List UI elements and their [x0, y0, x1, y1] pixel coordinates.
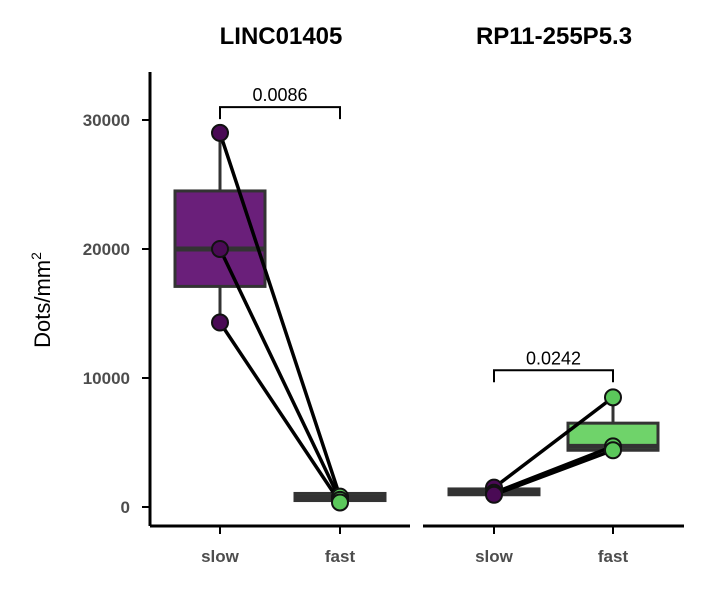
pair-line: [492, 395, 615, 490]
y-axis: 0 10000 20000 30000: [83, 72, 152, 526]
point-fast: [604, 388, 622, 407]
point-slow: [211, 313, 229, 332]
panels: LINC01405 slow fast 0.0086 RP11-255P5.3 slow f…: [150, 23, 684, 566]
pair-line: [218, 132, 342, 498]
pair-line: [218, 321, 342, 504]
pair-line: [218, 248, 342, 501]
box-body: [173, 189, 267, 288]
x-tick-label: slow: [475, 547, 514, 566]
x-tick-label: fast: [325, 547, 356, 566]
y-axis-title: Dots/mm2: [28, 252, 55, 348]
panel-2: RP11-255P5.3 slow fast 0.0242: [423, 23, 684, 566]
pair-line: [493, 444, 614, 495]
x-tick-label: slow: [201, 547, 240, 566]
y-tick-label: 30000: [83, 111, 130, 130]
point-fast: [604, 441, 622, 460]
box-slow: [173, 132, 267, 323]
y-axis-title-superscript: 2: [28, 252, 44, 260]
y-tick-label: 0: [121, 498, 130, 517]
point-slow: [211, 240, 229, 258]
p-value-label: 0.0242: [526, 348, 581, 368]
significance-bracket: [219, 106, 341, 120]
y-axis-title-text: Dots/mm: [30, 260, 55, 348]
panel-title: LINC01405: [220, 23, 343, 50]
y-tick-label: 10000: [83, 369, 130, 388]
significance-bracket: [493, 369, 614, 383]
point-slow: [485, 485, 503, 504]
pair-line: [493, 448, 614, 497]
y-tick-label: 20000: [83, 240, 130, 259]
point-fast: [331, 493, 349, 512]
p-value-label: 0.0086: [252, 85, 307, 105]
x-tick-label: fast: [598, 547, 629, 566]
panel-title: RP11-255P5.3: [476, 23, 632, 50]
point-slow: [211, 123, 229, 142]
panel-1: LINC01405 slow fast 0.0086: [150, 23, 410, 566]
